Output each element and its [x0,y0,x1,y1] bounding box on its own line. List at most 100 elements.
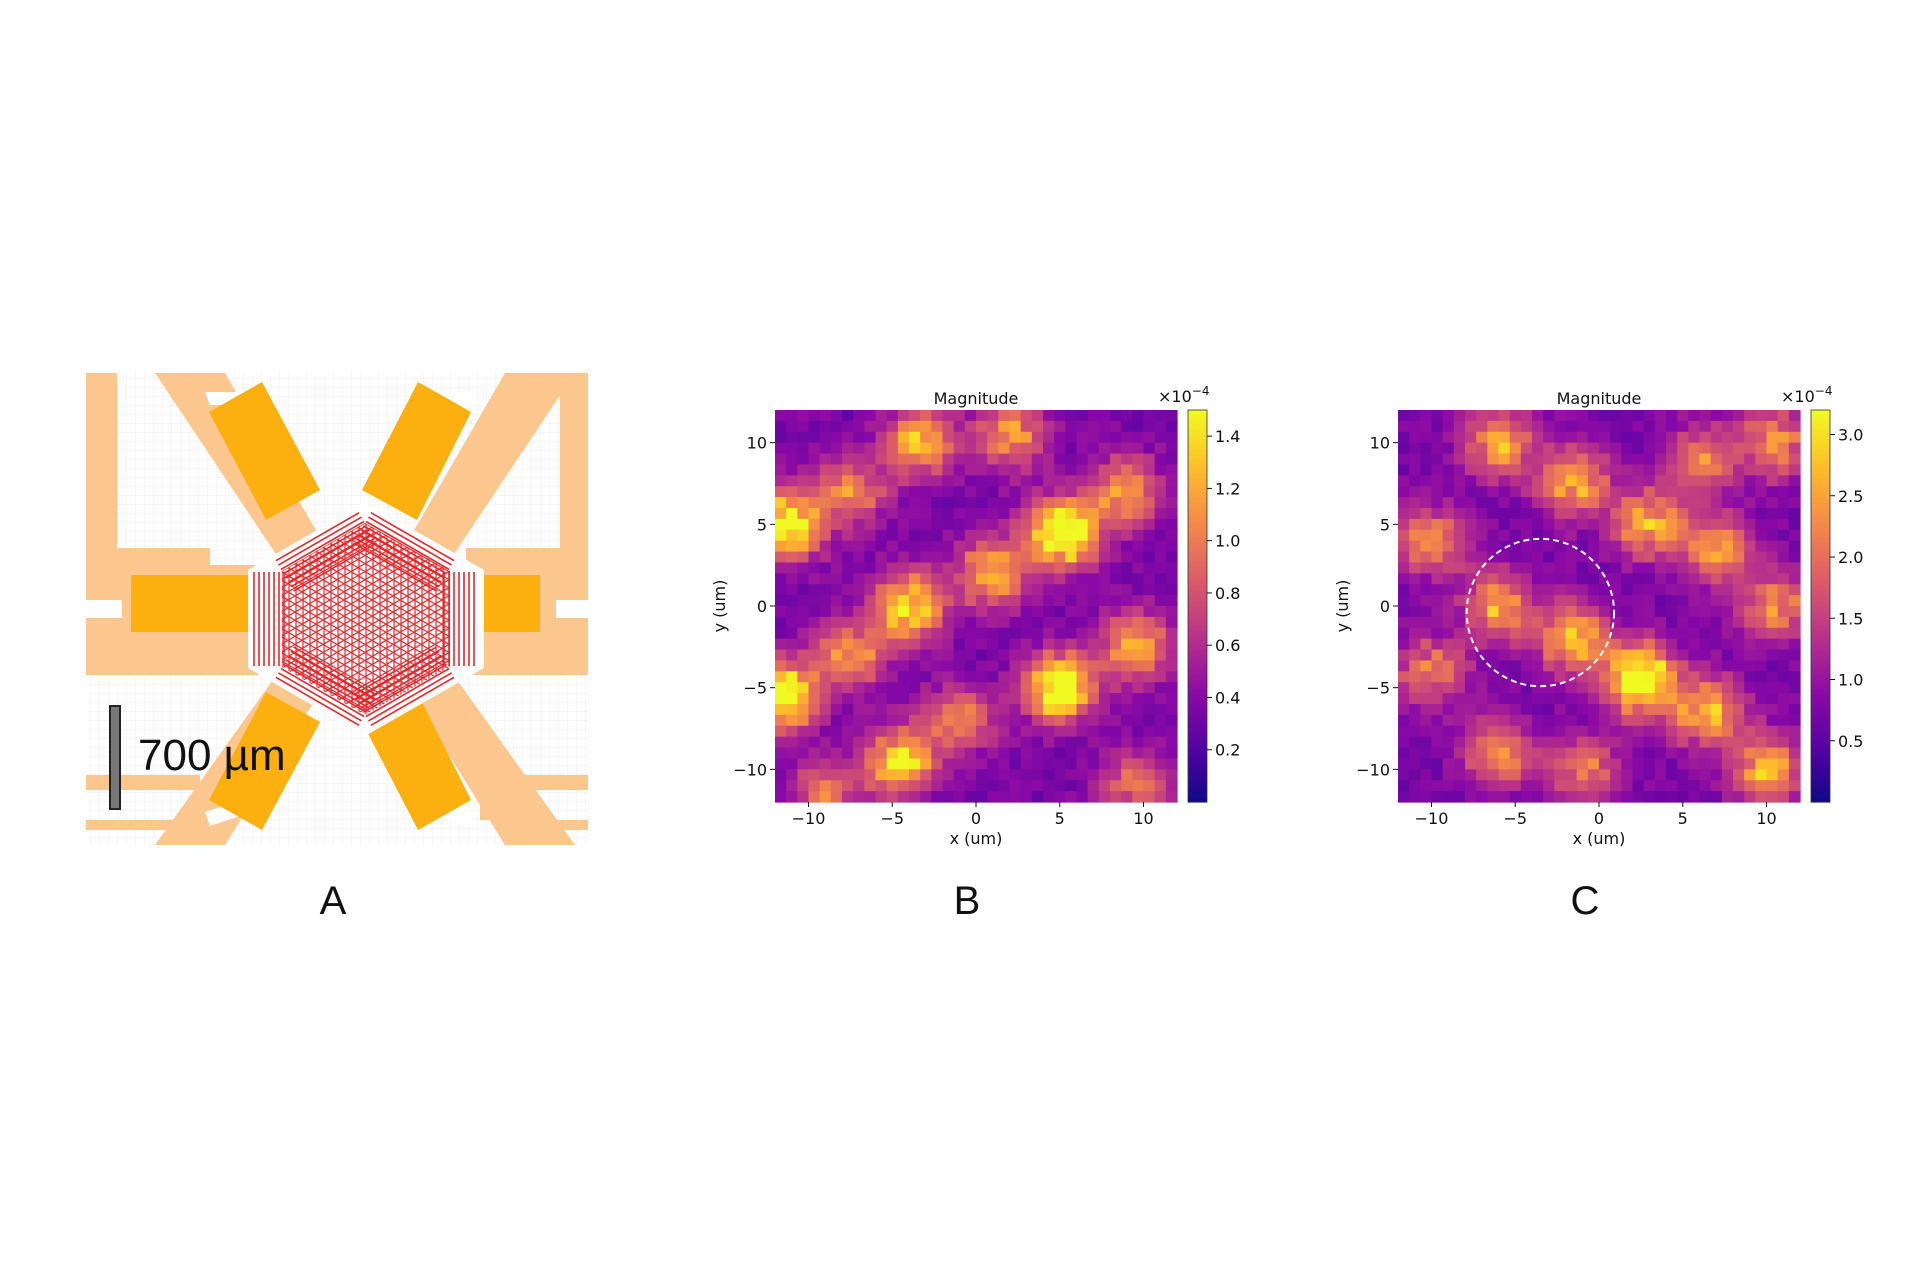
heatmap-cell [1744,693,1756,705]
heatmap-cell [1654,725,1667,738]
heatmap-cell [931,704,944,716]
heatmap-cell [1532,649,1544,662]
heatmap-cell [1688,758,1701,770]
heatmap-cell [1699,595,1712,607]
heatmap-cell [1143,693,1156,705]
heatmap-cell [964,682,977,694]
colorbar-tick-label: 1.2 [1215,479,1240,498]
heatmap-cell [1420,736,1433,749]
colorbar-segment [1811,797,1830,803]
heatmap-cell [1554,747,1567,760]
colorbar-segment [1188,444,1207,450]
heatmap-cell [1532,714,1544,727]
colorbar-segment [1811,459,1830,465]
heatmap-cell [1398,584,1410,596]
heatmap-cell [830,529,843,542]
heatmap-cell [1688,562,1701,574]
colorbar-segment [1811,640,1830,646]
heatmap-cell [1409,562,1421,574]
heatmap-cell [1576,464,1589,476]
heatmap-cell [953,486,966,498]
heatmap-cell [1165,540,1178,553]
heatmap-cell [1565,420,1578,433]
heatmap-cell [1710,769,1723,781]
heatmap-cell [931,431,944,444]
heatmap-cell [1431,660,1444,672]
heatmap-cell [1677,595,1689,607]
heatmap-cell [1576,518,1589,531]
colorbar-frame [1187,409,1208,803]
colorbar-tick-label: 0.5 [1838,732,1863,751]
heatmap-cell [1654,627,1667,640]
heatmap-cell [1398,431,1410,444]
heatmap-cell [1121,431,1133,444]
heatmap-cell [953,573,966,585]
heatmap-cell [1098,660,1111,672]
heatmap-cell [1121,638,1133,651]
heatmap-cell [1744,649,1756,662]
heatmap-cell [964,693,977,705]
heatmap-cell [1121,616,1133,629]
heatmap-cell [864,616,877,629]
heatmap-cell [1587,497,1600,509]
heatmap-cell [1442,649,1455,662]
heatmap-cell [1677,584,1689,596]
heatmap-cell [1165,562,1178,574]
heatmap-cell [1398,638,1410,651]
heatmap-cell [1065,627,1078,640]
heatmap-cell [1520,704,1533,716]
colorbar-segment [1188,615,1207,622]
heatmap-cell [797,442,810,455]
heatmap-cell [1409,769,1421,781]
heatmap-cell [1766,562,1779,574]
heatmap-cell [775,540,787,553]
colorbar-segment [1188,571,1207,578]
heatmap-cell [1065,660,1078,672]
heatmap-cell [976,791,988,803]
heatmap-cell [1498,725,1511,738]
heatmap-cell [1666,562,1678,574]
heatmap-cell [1453,791,1466,803]
heatmap-cell [987,638,999,651]
heatmap-cell [1409,758,1421,770]
heatmap-cell [1065,747,1078,760]
heatmap-cell [1744,453,1756,466]
heatmap-cell [1520,682,1533,694]
heatmap-cell [1532,508,1544,520]
heatmap-cell [897,508,910,520]
heatmap-cell [897,791,910,803]
heatmap-cell [1453,475,1466,487]
heatmap-cell [1599,595,1611,607]
heatmap-cell [1610,475,1622,487]
heatmap-cell [1442,584,1455,596]
heatmap-cell [1409,453,1421,466]
heatmap-cell [775,486,787,498]
heatmap-cell [1755,420,1768,433]
heatmap-cell [1087,486,1100,498]
heatmap-cell [1788,453,1801,466]
idt-finger [370,676,455,726]
colorbar-segment [1811,650,1830,656]
heatmap-cell [1054,573,1066,585]
heatmap-cell [931,649,944,662]
heatmap-cell [1054,693,1066,705]
heatmap-cell [1132,486,1145,498]
heatmap-cell [1632,606,1645,618]
heatmap-cell [1666,529,1678,542]
heatmap-cell [1498,649,1511,662]
heatmap-cell [830,791,843,803]
heatmap-cell [1476,497,1488,509]
y-tick-label: −5 [1366,679,1390,698]
heatmap-cell [1431,562,1444,574]
heatmap-cell [1132,616,1145,629]
heatmap-cell [1409,410,1421,422]
heatmap-cell [1087,780,1100,792]
idt-finger [282,626,431,715]
heatmap-cell [1587,529,1600,542]
heatmap-cell [1677,573,1689,585]
heatmap-cell [1777,714,1790,727]
heatmap-cell [998,671,1011,683]
heatmap-cell [1453,518,1466,531]
heatmap-cell [1576,660,1589,672]
